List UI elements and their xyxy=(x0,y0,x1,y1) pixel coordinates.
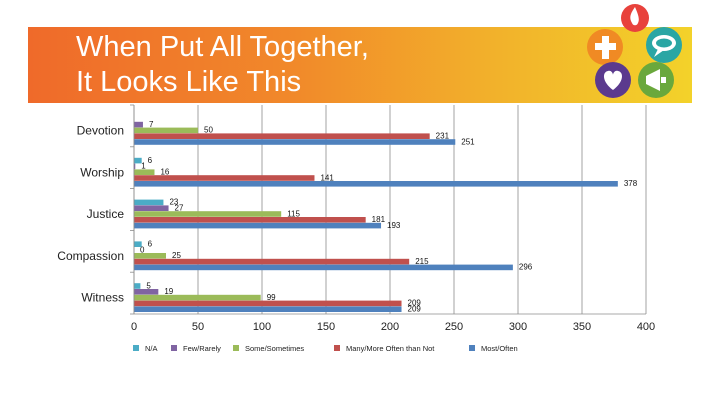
legend-label: Many/More Often than Not xyxy=(346,343,435,353)
data-label: 99 xyxy=(267,293,276,302)
legend-swatch xyxy=(171,345,177,351)
legend-label: Most/Often xyxy=(481,343,518,353)
megaphone-icon xyxy=(638,62,674,98)
bar xyxy=(134,253,166,259)
legend-swatch xyxy=(334,345,340,351)
bar xyxy=(134,264,513,271)
data-label: 6 xyxy=(148,240,153,249)
bar xyxy=(134,127,198,134)
data-label: 296 xyxy=(519,263,533,272)
legend-label: N/A xyxy=(145,343,158,353)
y-category-label: Witness xyxy=(81,291,124,305)
bar xyxy=(134,300,402,307)
data-label: 141 xyxy=(320,173,334,182)
x-tick-label: 250 xyxy=(445,321,463,333)
bar xyxy=(134,205,169,211)
bar xyxy=(134,211,282,217)
bar xyxy=(134,283,141,289)
data-label: 193 xyxy=(387,221,401,230)
legend-swatch xyxy=(233,345,239,351)
bar xyxy=(134,289,159,295)
data-label: 115 xyxy=(287,209,300,218)
bar xyxy=(134,133,430,139)
data-label: 0 xyxy=(140,245,145,254)
y-category-label: Devotion xyxy=(77,124,124,138)
data-labels: 7502312516116141378232711518119360252152… xyxy=(140,120,638,314)
data-label: 16 xyxy=(160,168,169,177)
data-label: 27 xyxy=(175,204,184,213)
data-label: 231 xyxy=(436,132,450,141)
y-category-label: Worship xyxy=(80,165,124,179)
cross-icon xyxy=(587,29,623,65)
data-label: 378 xyxy=(624,179,638,188)
bars xyxy=(134,121,618,312)
y-category-label: Justice xyxy=(87,207,125,221)
x-tick-label: 200 xyxy=(381,321,399,333)
data-label: 25 xyxy=(172,251,181,260)
bar xyxy=(134,306,402,312)
data-label: 5 xyxy=(146,281,151,290)
y-category-label: Compassion xyxy=(57,249,124,263)
bar xyxy=(134,181,618,187)
data-label: 7 xyxy=(149,120,154,129)
data-label: 6 xyxy=(148,156,153,165)
data-label: 1 xyxy=(141,162,146,171)
speech-bubble-icon xyxy=(646,27,682,63)
legend-item: N/A xyxy=(133,341,171,355)
data-label: 251 xyxy=(461,137,475,146)
legend-item: Few/Rarely xyxy=(171,341,233,355)
bar xyxy=(134,199,164,206)
axes: 0 50 100 150 200 250 300 350 400DevotionWorshipJ… xyxy=(57,104,655,333)
x-tick-label: 150 xyxy=(317,321,335,333)
title-line-2: It Looks Like This xyxy=(76,66,302,98)
x-tick-label: 50 xyxy=(192,321,204,333)
data-label: 181 xyxy=(372,215,386,224)
legend-swatch xyxy=(133,345,139,351)
legend-label: Few/Rarely xyxy=(183,343,221,353)
data-label: 50 xyxy=(204,126,213,135)
data-label: 209 xyxy=(408,305,422,314)
data-label: 209 xyxy=(408,299,422,308)
bar xyxy=(134,241,142,247)
legend-item: Many/More Often than Not xyxy=(334,341,469,355)
bar xyxy=(134,163,136,170)
bar xyxy=(134,169,155,175)
flame-icon xyxy=(621,4,649,32)
x-tick-label: 100 xyxy=(253,321,271,333)
logo xyxy=(587,4,682,98)
title-line-1: When Put All Together, xyxy=(76,31,369,63)
legend-label: Some/Sometimes xyxy=(245,343,305,353)
bar xyxy=(134,258,410,265)
bar xyxy=(134,139,456,145)
title-banner: When Put All Together, It Looks Like Thi… xyxy=(28,27,692,103)
data-label: 23 xyxy=(169,198,178,207)
heart-icon xyxy=(595,62,631,98)
page-title: When Put All Together, It Looks Like Thi… xyxy=(76,30,369,100)
bar xyxy=(134,175,315,181)
bar xyxy=(134,157,142,164)
legend: N/A Few/Rarely Some/Sometimes Many/More Oft… xyxy=(133,341,559,355)
bar xyxy=(134,222,382,229)
data-label: 19 xyxy=(164,287,173,296)
x-tick-label: 0 xyxy=(131,321,137,333)
x-tick-label: 300 xyxy=(509,321,527,333)
legend-item: Some/Sometimes xyxy=(233,341,334,355)
x-tick-label: 350 xyxy=(573,321,591,333)
legend-swatch xyxy=(469,345,475,351)
data-label: 215 xyxy=(415,257,429,266)
bar xyxy=(134,217,366,223)
bar xyxy=(134,121,143,128)
bar xyxy=(134,294,261,301)
x-tick-label: 400 xyxy=(637,321,655,333)
legend-item: Most/Often xyxy=(469,341,559,355)
